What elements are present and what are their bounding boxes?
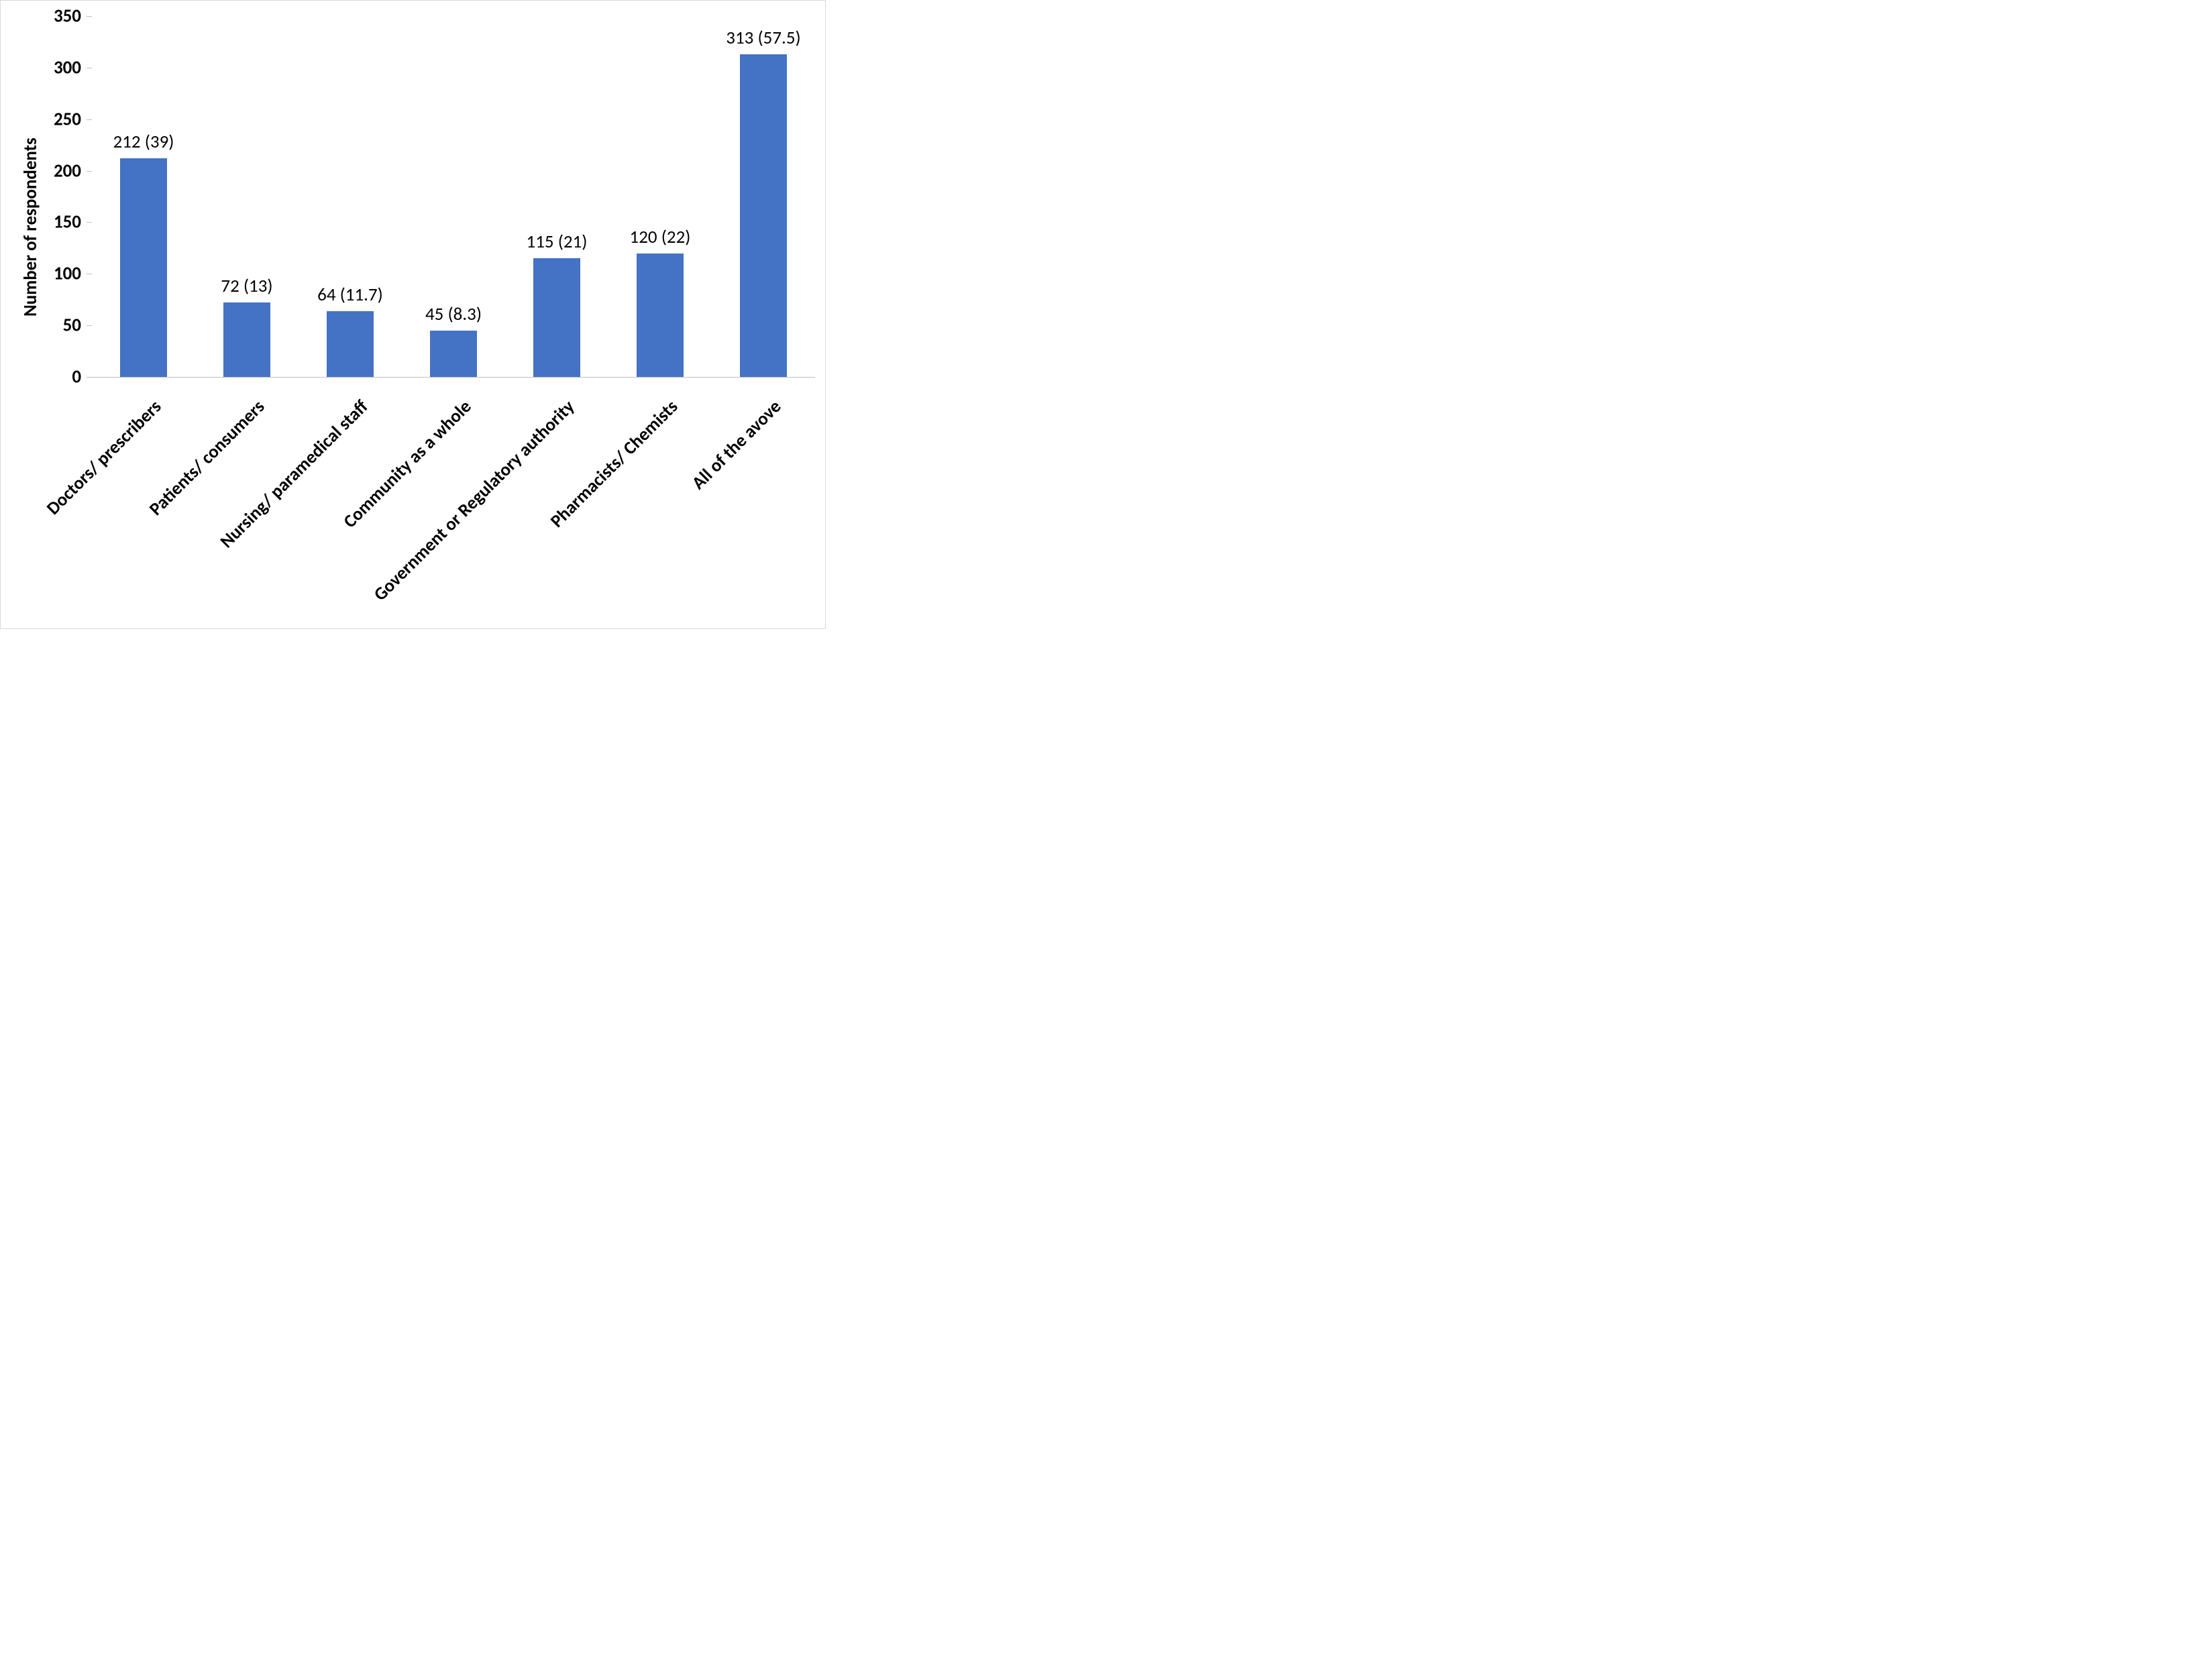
bar-data-label: 212 (39)	[113, 131, 174, 153]
y-tick-mark	[87, 16, 92, 17]
y-tick-mark	[87, 119, 92, 120]
y-tick-mark	[87, 377, 92, 378]
bar	[223, 302, 271, 377]
x-tick-label: All of the avove	[688, 396, 786, 494]
respondents-bar-chart: Number of respondents 0 50 100 150 200 250 300…	[0, 0, 826, 629]
y-tick-label: 350	[54, 5, 81, 27]
bar	[430, 331, 478, 377]
bar-data-label: 313 (57.5)	[726, 27, 800, 49]
bar-data-label: 115 (21)	[527, 231, 588, 253]
bar	[740, 54, 788, 377]
y-tick-mark	[87, 171, 92, 172]
bar-data-label: 72 (13)	[221, 275, 272, 297]
y-tick-label: 150	[54, 211, 81, 233]
y-tick-mark	[87, 325, 92, 326]
bar-data-label: 120 (22)	[630, 226, 691, 248]
y-axis-title: Number of respondents	[19, 137, 42, 317]
y-tick-label: 250	[54, 108, 81, 130]
y-tick-label: 0	[72, 366, 81, 388]
y-tick-mark	[87, 222, 92, 223]
bar	[533, 258, 581, 377]
y-tick-label: 300	[54, 56, 81, 78]
bar-data-label: 45 (8.3)	[425, 303, 482, 325]
bar-data-label: 64 (11.7)	[317, 284, 383, 306]
y-tick-label: 100	[54, 263, 81, 285]
x-tick-label: Government or Regulatory authority	[369, 396, 579, 606]
y-tick-label: 50	[63, 315, 81, 337]
bar	[120, 158, 168, 377]
y-tick-label: 200	[54, 160, 81, 182]
bar	[327, 311, 374, 377]
bar	[637, 254, 684, 377]
